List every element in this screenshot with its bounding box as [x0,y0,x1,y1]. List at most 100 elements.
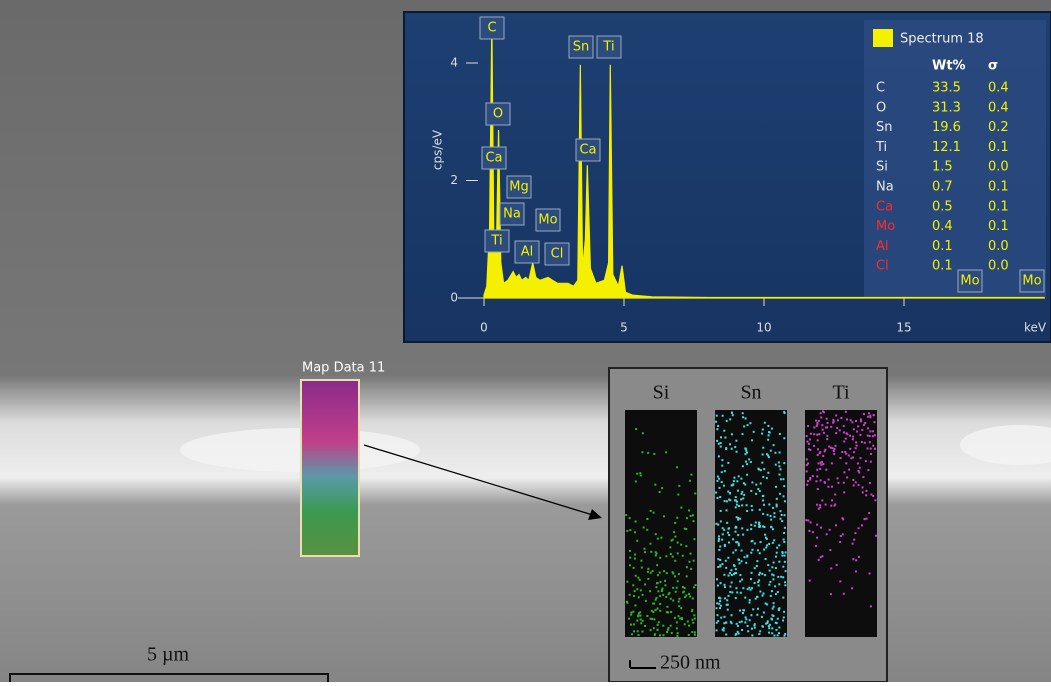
map-dot [858,471,860,473]
map-dot [716,480,718,482]
map-dot [819,468,821,470]
x-tick-label: 5 [620,321,628,335]
map-dot [632,611,634,613]
map-dot [666,572,668,574]
map-dot [718,455,720,457]
peak-label: Mo [960,274,979,289]
sigma-value: 0.1 [988,219,1009,234]
map-dot [869,573,871,575]
map-dot [738,544,740,546]
map-dot [846,418,848,420]
map-dot [740,478,742,480]
map-dot [784,561,786,563]
map-dot [769,570,771,572]
map-dot [717,585,719,587]
x-tick-label: 10 [756,321,771,335]
map-dot [857,425,859,427]
map-dot [826,438,828,440]
map-dot [735,568,737,570]
map-dot [770,526,772,528]
map-dot [745,618,747,620]
map-dot [749,599,751,601]
map-dot [749,619,751,621]
map-dot [688,593,690,595]
map-dot [723,627,725,629]
map-dot [739,610,741,612]
map-dot [806,470,808,472]
map-dot [858,484,860,486]
map-dot [721,539,723,541]
map-dot [688,509,690,511]
map-dot [649,590,651,592]
map-dot [754,623,756,625]
map-dot [718,535,720,537]
map-dot [719,559,721,561]
map-dot [743,425,745,427]
map-dot [684,587,686,589]
map-dot [727,595,729,597]
map-dot [813,445,815,447]
map-dot [822,455,824,457]
map-dot [633,567,635,569]
map-dot [721,465,723,467]
map-dot [681,618,683,620]
map-dot [770,595,772,597]
map-dot [777,634,779,636]
map-dot [770,450,772,452]
map-dot [690,568,692,570]
map-dot [679,617,681,619]
map-dot [826,426,828,428]
map-dot [725,560,727,562]
map-dot [761,616,763,618]
peak-label: Al [521,245,534,260]
map-dot [636,620,638,622]
map-dot [725,567,727,569]
map-dot [865,490,867,492]
map-dot [825,504,827,506]
map-dot [785,551,787,553]
map-dot [852,543,854,545]
map-dot [635,575,637,577]
map-dot [715,492,717,494]
map-dot [665,596,667,598]
map-dot [646,615,648,617]
map-dot [841,451,843,453]
map-dot [853,539,855,541]
map-dot [783,437,785,439]
map-dot [633,623,635,625]
map-dot [716,578,718,580]
map-dot [869,482,871,484]
map-dot [665,555,667,557]
map-dot [643,526,645,528]
map-dot [858,527,860,529]
map-dot [750,578,752,580]
map-dot [724,544,726,546]
map-dot [875,535,877,537]
map-dot [749,422,751,424]
map-dot [647,452,649,454]
map-dot [746,504,748,506]
map-dot [771,618,773,620]
map-dot [735,496,737,498]
sigma-value: 0.4 [988,81,1009,96]
map-dot [719,545,721,547]
map-dot [646,529,648,531]
map-dot [747,424,749,426]
map-dot [727,532,729,534]
map-dot [692,514,694,516]
map-dot [728,541,730,543]
map-dot [833,453,835,455]
map-dot [809,439,811,441]
map-dot [810,521,812,523]
map-dot [676,466,678,468]
map-dot [845,438,847,440]
map-dot [657,629,659,631]
map-dot [805,519,807,521]
map-dot [674,560,676,562]
map-dot [842,533,844,535]
map-dot [653,453,655,455]
map-dot [768,456,770,458]
map-dot [690,515,692,517]
map-dot [851,421,853,423]
map-dot [650,510,652,512]
